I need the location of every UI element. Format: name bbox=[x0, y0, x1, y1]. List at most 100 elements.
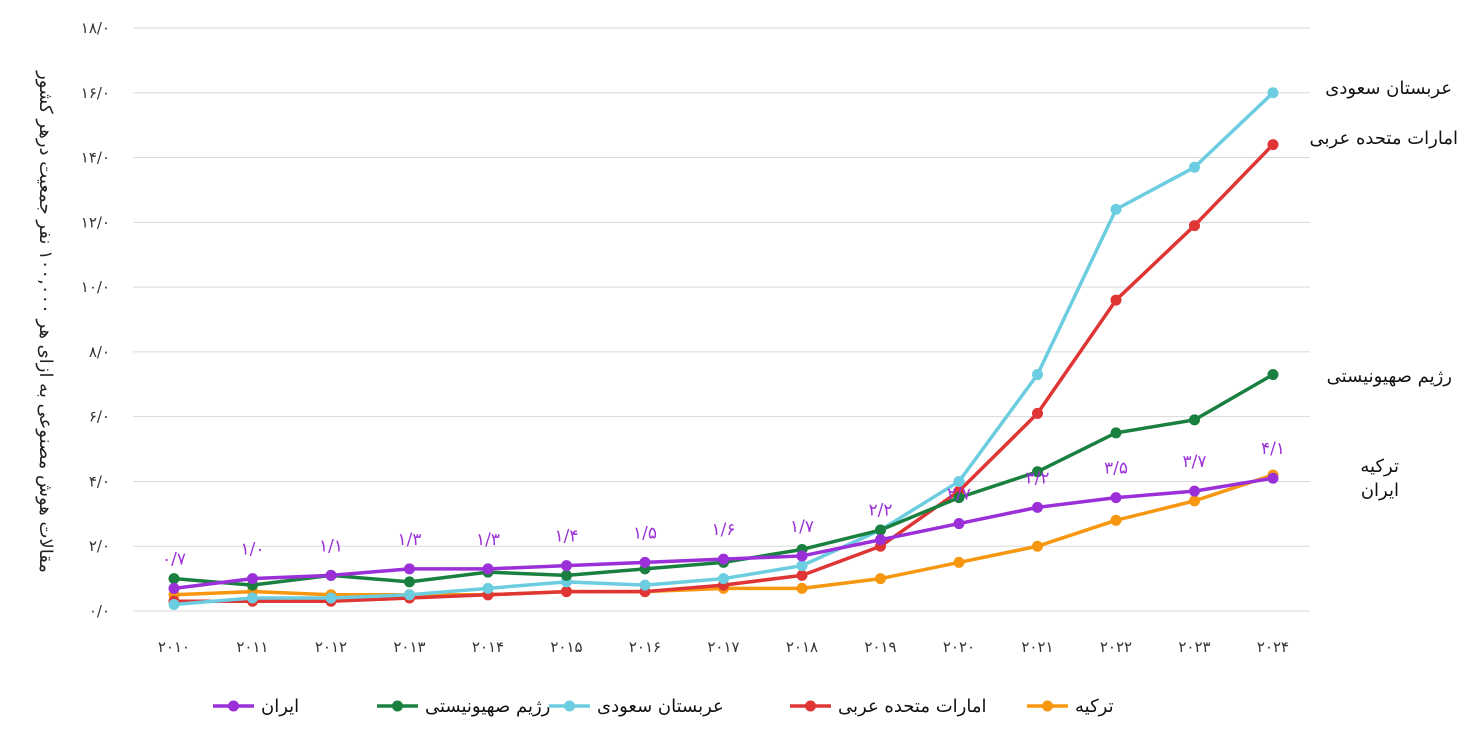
y-tick-label: ۱۸/۰ bbox=[81, 19, 110, 37]
legend-swatch-marker bbox=[228, 700, 239, 712]
data-label: ۰/۷ bbox=[162, 549, 186, 569]
series-end-label: ایران bbox=[1361, 480, 1399, 501]
legend-item[interactable]: رژیم صهیونیستی bbox=[377, 696, 550, 717]
data-label: ۱/۷ bbox=[790, 517, 814, 537]
data-point bbox=[875, 573, 886, 585]
data-point bbox=[1267, 369, 1279, 381]
data-point bbox=[1110, 203, 1122, 215]
x-tick-label: ۲۰۱۴ bbox=[472, 638, 504, 656]
legend-label: ترکیه bbox=[1075, 696, 1114, 717]
x-tick-label: ۲۰۱۶ bbox=[629, 638, 661, 656]
data-point bbox=[953, 518, 965, 530]
data-point bbox=[325, 569, 337, 581]
data-label: ۱/۱ bbox=[319, 536, 343, 556]
data-point bbox=[1110, 514, 1122, 526]
legend-label: امارات متحده عربی bbox=[838, 696, 986, 717]
x-tick-label: ۲۰۱۲ bbox=[315, 638, 347, 656]
x-tick-label: ۲۰۱۹ bbox=[864, 638, 896, 656]
legend-item[interactable]: امارات متحده عربی bbox=[790, 696, 986, 717]
data-point bbox=[1110, 294, 1122, 306]
data-point bbox=[168, 582, 180, 594]
legend-swatch-marker bbox=[392, 700, 403, 712]
x-tick-label: ۲۰۲۴ bbox=[1257, 638, 1289, 656]
legend-swatch-marker bbox=[564, 700, 575, 712]
data-point bbox=[1032, 407, 1043, 419]
data-point bbox=[1032, 466, 1043, 478]
data-label: ۱/۴ bbox=[555, 527, 579, 547]
data-point bbox=[1189, 220, 1200, 232]
x-tick-label: ۲۰۱۰ bbox=[158, 638, 190, 656]
data-point bbox=[561, 560, 572, 572]
data-label: ۱/۶ bbox=[712, 520, 736, 540]
data-point bbox=[1189, 161, 1200, 173]
series-end-label: رژیم صهیونیستی bbox=[1327, 366, 1452, 387]
data-label: ۱/۵ bbox=[633, 523, 657, 543]
data-point bbox=[168, 573, 180, 585]
x-tick-label: ۲۰۲۱ bbox=[1021, 638, 1053, 656]
data-label: ۲/۲ bbox=[869, 501, 893, 521]
legend-swatch-marker bbox=[1042, 700, 1053, 712]
data-point bbox=[718, 553, 729, 565]
x-axis-ticks: ۲۰۱۰ ۲۰۱۱ ۲۰۱۲ ۲۰۱۳ ۲۰۱۴ ۲۰۱۵ ۲۰۱۶ ۲۰۱۷ ۲۰۱۸ ۲۰۱۹… bbox=[158, 638, 1289, 656]
data-point bbox=[561, 569, 572, 581]
y-tick-label: ۱۲/۰ bbox=[81, 213, 110, 231]
data-point bbox=[718, 573, 729, 585]
data-point bbox=[1267, 139, 1279, 151]
series-end-label: عربستان سعودی bbox=[1325, 78, 1452, 99]
data-point bbox=[796, 569, 808, 581]
data-point bbox=[482, 582, 494, 594]
data-point bbox=[325, 592, 337, 604]
data-point bbox=[1032, 540, 1043, 552]
data-point bbox=[1267, 472, 1279, 484]
series-end-labels: عربستان سعودی امارات متحده عربی رژیم صهیون… bbox=[1310, 78, 1458, 501]
y-tick-label: ۰/۰ bbox=[89, 602, 110, 620]
series-end-label: ترکیه bbox=[1360, 456, 1399, 477]
data-point bbox=[953, 475, 965, 487]
y-tick-label: ۲/۰ bbox=[89, 537, 110, 555]
data-point bbox=[875, 534, 886, 546]
data-point bbox=[482, 563, 494, 575]
legend-label: رژیم صهیونیستی bbox=[425, 696, 550, 717]
legend-swatch-marker bbox=[805, 700, 816, 712]
data-point bbox=[953, 556, 965, 568]
x-tick-label: ۲۰۲۰ bbox=[943, 638, 975, 656]
data-point bbox=[796, 560, 808, 572]
data-point bbox=[796, 582, 808, 594]
data-point bbox=[404, 563, 415, 575]
data-point bbox=[1189, 495, 1200, 507]
data-label: ۳/۵ bbox=[1104, 459, 1128, 479]
data-point bbox=[1267, 87, 1279, 99]
legend-item[interactable]: ترکیه bbox=[1027, 696, 1114, 717]
legend[interactable]: ایران رژیم صهیونیستی عربستان سعودی امارات م… bbox=[213, 696, 1114, 717]
legend-item[interactable]: ایران bbox=[213, 696, 299, 717]
data-point bbox=[1110, 492, 1122, 504]
data-label: ۱/۳ bbox=[476, 530, 500, 550]
y-axis-ticks: ۰/۰ ۲/۰ ۴/۰ ۶/۰ ۸/۰ ۱۰/۰ ۱۲/۰ ۱۴/۰ ۱۶/۰ ۱۸/۰ bbox=[81, 19, 110, 620]
data-point bbox=[639, 556, 651, 568]
legend-label: عربستان سعودی bbox=[597, 696, 724, 717]
y-tick-label: ۸/۰ bbox=[89, 343, 110, 361]
data-point bbox=[1032, 501, 1043, 513]
data-labels: ۰/۷ ۱/۰ ۱/۱ ۱/۳ ۱/۳ ۱/۴ ۱/۵ ۱/۶ ۱/۷ ۲/۲ ۲/۷ ۳/۲ ۳/۵ ۳… bbox=[162, 439, 1285, 569]
x-tick-label: ۲۰۲۲ bbox=[1100, 638, 1132, 656]
data-point bbox=[561, 586, 572, 598]
series-points bbox=[168, 87, 1279, 611]
x-tick-label: ۲۰۱۵ bbox=[550, 638, 582, 656]
legend-item[interactable]: عربستان سعودی bbox=[549, 696, 724, 717]
data-point bbox=[1110, 427, 1122, 439]
y-axis-title: مقالات هوش مصنوعی به ازای هر ۱۰۰,۰۰۰ نفر… bbox=[35, 70, 56, 573]
data-label: ۱/۳ bbox=[398, 530, 422, 550]
x-tick-label: ۲۰۱۸ bbox=[786, 638, 818, 656]
grid bbox=[133, 27, 1310, 612]
data-label: ۱/۰ bbox=[241, 540, 265, 560]
data-point bbox=[953, 492, 965, 504]
data-point bbox=[1189, 485, 1200, 497]
series-end-label: امارات متحده عربی bbox=[1310, 128, 1458, 149]
data-point bbox=[404, 576, 415, 588]
x-tick-label: ۲۰۱۷ bbox=[707, 638, 739, 656]
data-point bbox=[168, 599, 180, 611]
y-tick-label: ۱۰/۰ bbox=[81, 278, 110, 296]
x-tick-label: ۲۰۱۳ bbox=[393, 638, 425, 656]
data-label: ۲/۷ bbox=[947, 485, 971, 505]
